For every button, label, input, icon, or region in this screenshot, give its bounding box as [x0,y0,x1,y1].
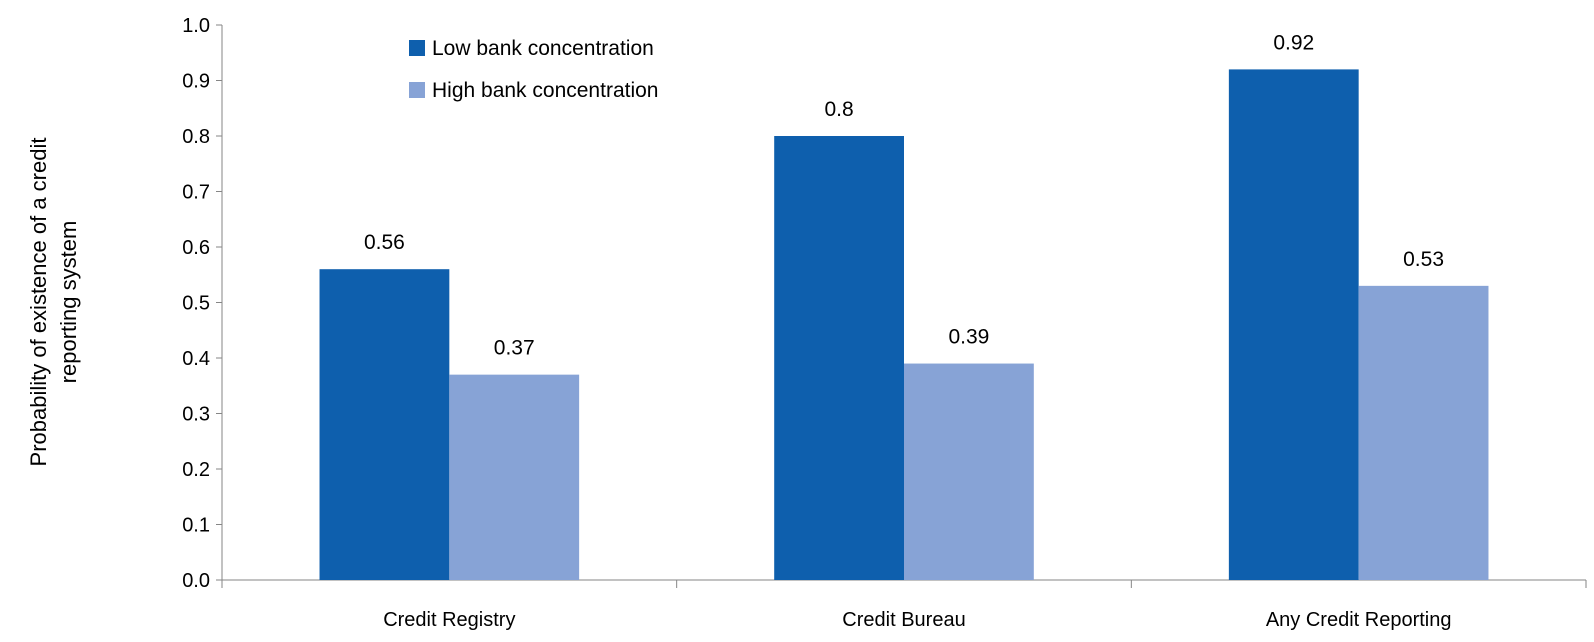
bar [449,374,580,580]
x-category-label: Credit Bureau [842,609,965,631]
y-tick-label: 1.0 [182,15,210,37]
y-axis: 0.0 0.1 0.2 0.3 0.4 0.5 0.6 0.7 0.8 0.9 1.0 [182,15,223,592]
data-label: 0.56 [364,231,405,254]
bar [774,136,904,580]
y-tick-label: 0.6 [182,237,210,259]
y-tick-label: 0.1 [182,515,210,537]
y-axis-title: Probability of existence of a credit rep… [26,138,81,467]
y-tick-label: 0.9 [182,71,210,93]
y-tick-label: 0.8 [182,126,210,148]
bar [1358,285,1489,580]
y-tick-label: 0.5 [182,293,210,315]
x-category-label: Any Credit Reporting [1266,609,1452,631]
y-tick-label: 0.7 [182,182,210,204]
x-axis: Credit Registry Credit Bureau Any Credit R… [221,579,1587,631]
y-tick-label: 0.0 [182,570,210,592]
y-tick-label: 0.3 [182,404,210,426]
y-tick-label: 0.2 [182,459,210,481]
data-labels: 0.56 0.37 0.8 0.39 0.92 0.53 [364,31,1444,359]
legend: Low bank concentration High bank concent… [409,37,658,102]
legend-swatch-low [409,40,425,56]
data-label: 0.37 [494,337,535,360]
data-label: 0.92 [1273,31,1314,54]
data-label: 0.39 [948,326,989,349]
x-category-label: Credit Registry [383,609,515,631]
legend-label-high: High bank concentration [432,79,658,102]
y-tick-label: 0.4 [182,348,210,370]
legend-swatch-high [409,82,425,98]
y-axis-title-line-1: Probability of existence of a credit [26,138,51,467]
legend-label-low: Low bank concentration [432,37,654,60]
bar [1228,69,1359,581]
bars [319,69,1489,581]
y-axis-title-line-2: reporting system [56,221,81,384]
bar [904,363,1034,580]
data-label: 0.53 [1403,248,1444,271]
bar [319,269,450,580]
data-label: 0.8 [824,98,853,121]
